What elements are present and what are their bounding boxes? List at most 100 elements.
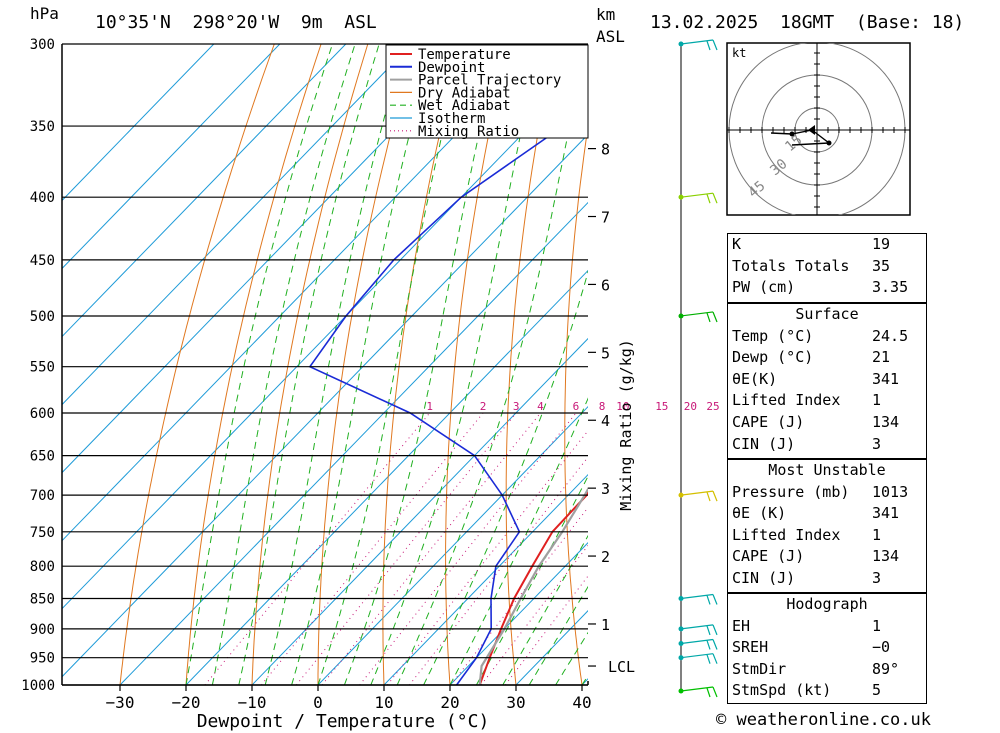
isotherm-line [251, 337, 588, 685]
mixing-ratio-label: 10 [616, 400, 629, 413]
dry-adiabat-line [119, 44, 275, 685]
legend-entry: Parcel Trajectory [418, 73, 561, 89]
isotherm-line [449, 542, 588, 685]
pressure-tick-label: 300 [30, 37, 55, 53]
most-unstable-box: Most Unstable Pressure (mb) 1013 θE (K) 34… [727, 459, 927, 593]
legend-box [385, 44, 589, 139]
isotherm-line [62, 44, 347, 338]
pressure-tick-label: 750 [30, 525, 55, 541]
wind-barb [680, 490, 718, 502]
dry-adiabat-line [505, 44, 556, 685]
x-tick-label: 40 [572, 693, 591, 712]
indices-box: K 19 Totals Totals 35 PW (cm) 3.35 [727, 233, 927, 303]
km-tick-label: 5 [601, 344, 610, 362]
wind-barb [680, 593, 718, 605]
isotherm-line [62, 133, 588, 678]
asl-label: ASL [596, 27, 625, 46]
x-axis-title: Dewpoint / Temperature (°C) [197, 711, 490, 732]
pressure-tick-label: 850 [30, 591, 55, 607]
mixing-ratio-label: 2 [480, 400, 487, 413]
wind-barb [680, 39, 718, 51]
wind-barb [680, 653, 718, 664]
legend-entry: Dewpoint [418, 60, 485, 76]
isotherm-line [383, 473, 588, 685]
pressure-tick-label: 700 [30, 488, 55, 504]
isotherm-line [185, 269, 588, 685]
most-unstable-table: Pressure (mb) 1013 θE (K) 341 Lifted Index… [728, 482, 926, 590]
wet-adiabat-line [528, 585, 588, 685]
legend-entry: Wet Adiabat [418, 98, 511, 114]
km-tick-label: 4 [601, 412, 610, 430]
temperature-line [478, 491, 588, 685]
km-label: km [596, 5, 616, 24]
pressure-tick-label: 950 [30, 651, 55, 667]
mixing-ratio-label: 8 [599, 400, 606, 413]
mixing-ratio-label: 15 [655, 400, 668, 413]
lcl-label: LCL [608, 658, 635, 676]
wind-barb [680, 686, 718, 698]
wet-adiabat-line [502, 534, 588, 685]
mu-row: CAPE (J) 134 [732, 547, 900, 566]
dry-adiabat-line [317, 44, 416, 685]
mu-row: θE (K) 341 [732, 504, 900, 523]
isotherm-line [62, 44, 413, 406]
x-tick-label: 30 [506, 693, 525, 712]
dry-adiabat-line [976, 44, 1000, 685]
km-tick-label: 3 [601, 480, 610, 498]
hodo-row: SREH −0 [732, 638, 891, 657]
hodograph-plot [727, 43, 910, 215]
isotherm-line [62, 44, 281, 270]
mixing-ratio-label: 3 [513, 400, 520, 413]
most-unstable-title: Most Unstable [768, 461, 886, 479]
wind-barb [680, 192, 718, 204]
legend-entry: Temperature [418, 47, 511, 63]
x-tick-label: −30 [106, 693, 135, 712]
legend-entry: Mixing Ratio [418, 124, 519, 140]
hodo-row: StmSpd (kt) 5 [732, 681, 882, 700]
wet-adiabat-line [396, 44, 588, 685]
mixing-ratio-line [359, 412, 577, 685]
x-tick-label: −10 [238, 693, 267, 712]
location-title: 10°35'N 298°20'W 9m ASL [95, 12, 377, 33]
surface-table: Temp (°C) 24.5 Dewp (°C) 21 θE(K) 341 Lifte… [728, 326, 926, 456]
isotherm-line [62, 44, 215, 202]
surface-row: CIN (J) 3 [732, 434, 882, 453]
footer-credit[interactable]: © weatheronline.co.uk [716, 710, 931, 730]
wet-adiabat-line [238, 44, 380, 685]
hodograph-marker [808, 125, 815, 135]
surface-row: θE(K) 341 [732, 369, 900, 388]
dry-adiabat-line [251, 44, 369, 685]
hodograph-table-title: Hodograph [786, 595, 868, 613]
mixing-ratio-label: 25 [706, 400, 719, 413]
wind-barb [680, 624, 718, 636]
isotherm-line [62, 65, 588, 610]
km-tick-label: 2 [601, 548, 610, 566]
index-row: K 19 [732, 235, 891, 253]
mixing-ratio-axis-title: Mixing Ratio (g/kg) [617, 339, 635, 511]
isotherm-line [317, 405, 588, 685]
hodograph-table-box: Hodograph EH 1 SREH −0 StmDir 89° StmSpd (k… [727, 593, 927, 704]
surface-box: Surface Temp (°C) 24.5 Dewp (°C) 21 θE(K) 3… [727, 303, 927, 459]
legend-entry: Dry Adiabat [418, 85, 511, 101]
km-tick-label: 8 [601, 141, 610, 159]
surface-title: Surface [795, 305, 859, 323]
pressure-tick-label: 550 [30, 360, 55, 376]
isotherm-line [62, 44, 479, 474]
dry-adiabat-line [185, 44, 322, 685]
surface-row: CAPE (J) 134 [732, 412, 900, 431]
pressure-tick-label: 450 [30, 253, 55, 269]
hodograph-unit: kt [732, 46, 746, 60]
hodograph-table: EH 1 SREH −0 StmDir 89° StmSpd (kt) 5 [728, 616, 926, 702]
wet-adiabat-line [343, 44, 501, 685]
mu-row: Pressure (mb) 1013 [732, 482, 909, 501]
isotherm-line [119, 201, 588, 685]
hodograph-frame [726, 42, 911, 216]
wind-barb [680, 311, 718, 323]
surface-row: Dewp (°C) 21 [732, 348, 891, 367]
storm-motion-point [826, 140, 832, 146]
x-tick-label: 10 [374, 693, 393, 712]
dry-adiabat-line [677, 44, 714, 685]
mu-row: CIN (J) 3 [732, 568, 882, 587]
